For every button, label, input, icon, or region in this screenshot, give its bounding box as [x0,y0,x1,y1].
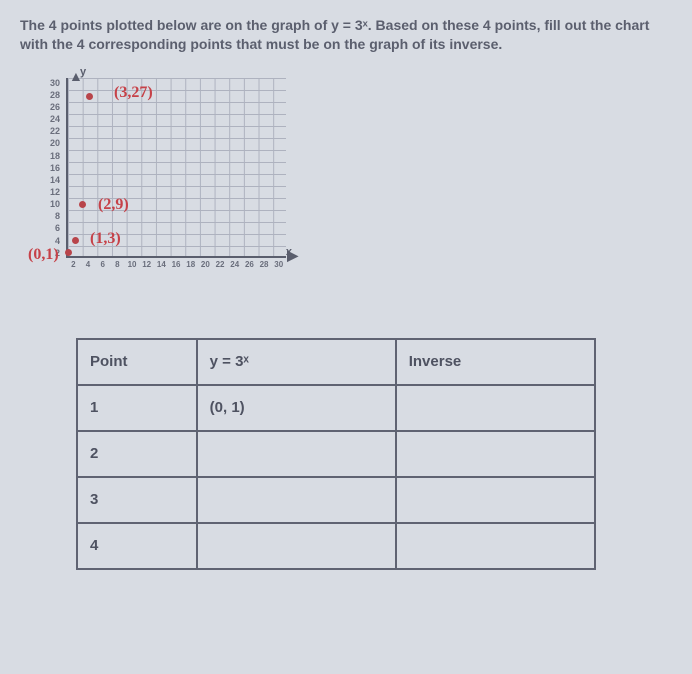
y-tick: 30 [46,78,60,88]
y-tick: 8 [46,211,60,221]
x-tick: 18 [183,260,198,269]
cell-inv[interactable] [396,523,595,569]
x-tick: 10 [125,260,140,269]
annotation: (1,3) [90,230,121,248]
y-tick: 16 [46,163,60,173]
cell-inv[interactable] [396,477,595,523]
cell-y[interactable]: (0, 1) [197,385,396,431]
table-header-row: Point y = 3ˣ Inverse [77,339,595,385]
col-header-point: Point [77,339,197,385]
question-prompt: The 4 points plotted below are on the gr… [20,16,672,54]
cell-y[interactable] [197,431,396,477]
col-header-inverse: Inverse [396,339,595,385]
y-tick: 20 [46,138,60,148]
y-tick: 22 [46,126,60,136]
x-axis-label: x [286,246,292,258]
y-tick: 24 [46,114,60,124]
y-axis-ticks: 30 28 26 24 22 20 18 16 14 12 10 8 6 4 2 [46,78,60,258]
y-tick: 26 [46,102,60,112]
x-tick: 20 [198,260,213,269]
y-axis-label: y [80,66,86,78]
data-point [65,249,72,256]
scatter-chart: 30 28 26 24 22 20 18 16 14 12 10 8 6 4 2… [60,78,320,298]
y-tick: 4 [46,236,60,246]
data-point [72,237,79,244]
x-axis-ticks: 2 4 6 8 10 12 14 16 18 20 22 24 26 28 30 [66,260,286,269]
y-tick: 14 [46,175,60,185]
x-tick: 16 [169,260,184,269]
cell-inv[interactable] [396,385,595,431]
cell-inv[interactable] [396,431,595,477]
y-tick: 18 [46,151,60,161]
annotation: (0,1) [28,246,59,264]
answer-table: Point y = 3ˣ Inverse 1 (0, 1) 2 3 4 [76,338,596,570]
cell-point: 4 [77,523,197,569]
y-tick: 6 [46,223,60,233]
chart-grid: ▲ ▶ y x (3,27) (2,9) (1,3) (0,1) [66,78,286,258]
x-tick: 26 [242,260,257,269]
x-tick: 30 [271,260,286,269]
x-tick: 6 [95,260,110,269]
y-tick: 28 [46,90,60,100]
col-header-y: y = 3ˣ [197,339,396,385]
table-row: 2 [77,431,595,477]
x-tick: 2 [66,260,81,269]
y-tick: 10 [46,199,60,209]
x-tick: 28 [257,260,272,269]
table-row: 1 (0, 1) [77,385,595,431]
annotation: (3,27) [114,84,153,102]
data-point [79,201,86,208]
table-row: 4 [77,523,595,569]
x-tick: 8 [110,260,125,269]
cell-point: 1 [77,385,197,431]
annotation: (2,9) [98,196,129,214]
x-tick: 24 [227,260,242,269]
x-tick: 12 [139,260,154,269]
x-tick: 22 [213,260,228,269]
x-tick: 4 [81,260,96,269]
cell-point: 2 [77,431,197,477]
cell-y[interactable] [197,477,396,523]
data-point [86,93,93,100]
x-tick: 14 [154,260,169,269]
y-tick: 12 [46,187,60,197]
cell-point: 3 [77,477,197,523]
cell-y[interactable] [197,523,396,569]
table-row: 3 [77,477,595,523]
